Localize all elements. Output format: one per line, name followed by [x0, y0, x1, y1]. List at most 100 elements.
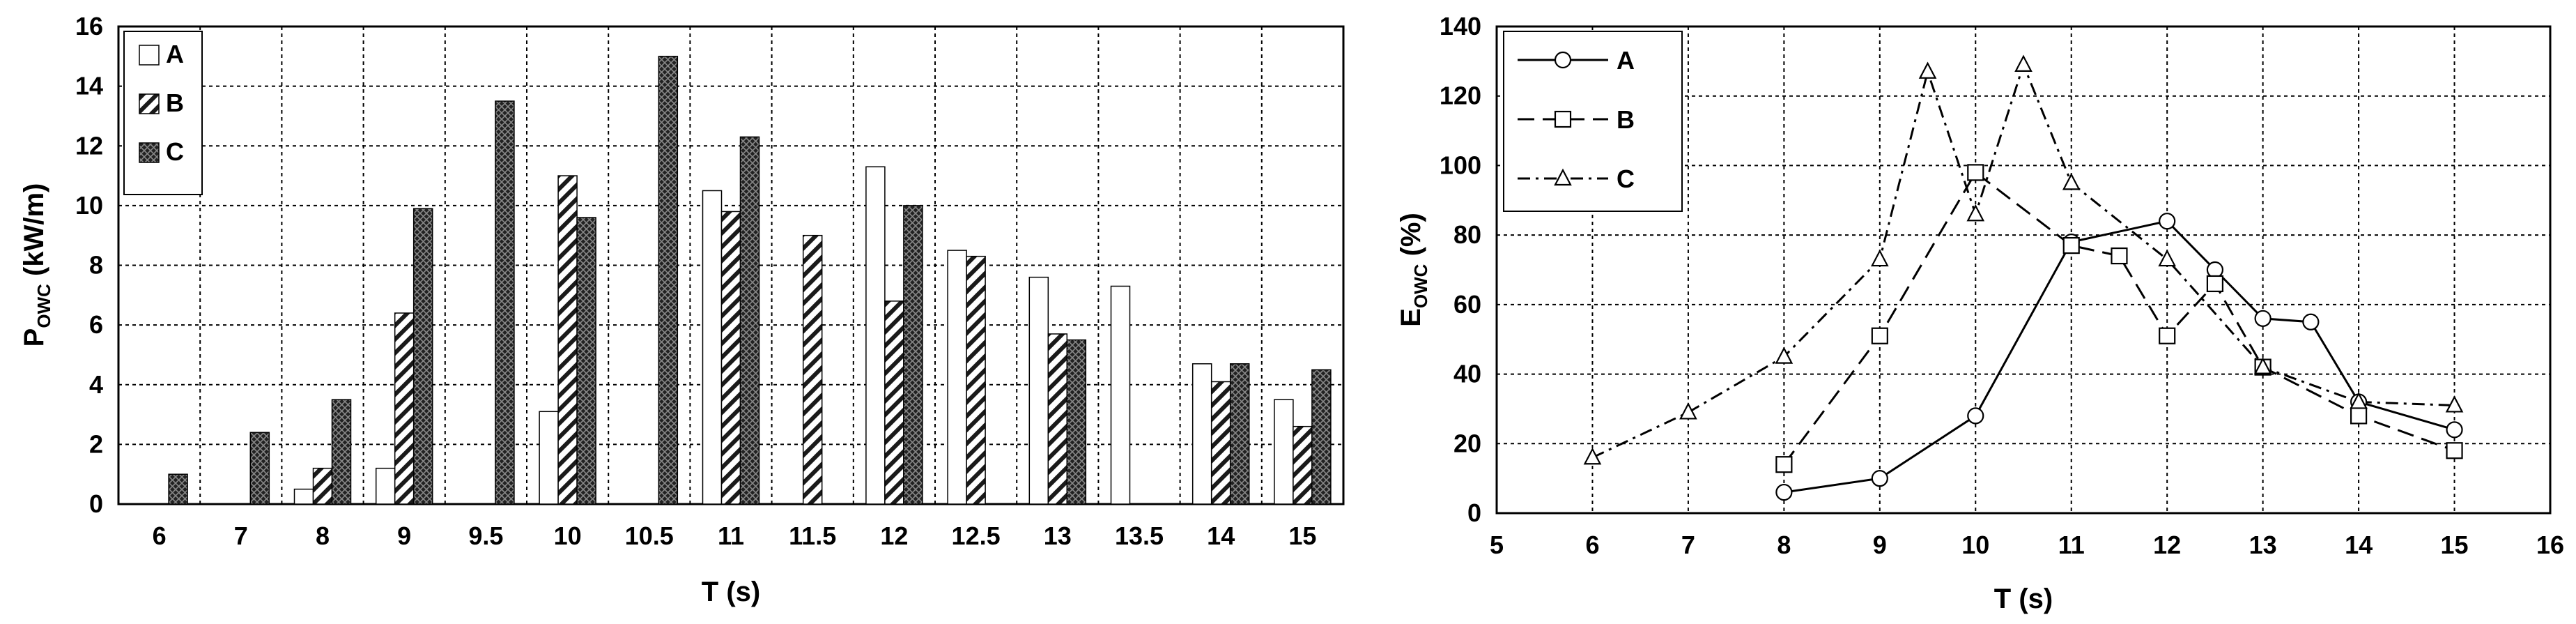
point-c: [1966, 204, 1985, 222]
point-c: [2253, 357, 2272, 374]
bar-y-tick-label: 2: [89, 429, 103, 458]
line-legend-label-b: B: [1617, 105, 1635, 134]
bar-legend-label-a: A: [166, 40, 184, 68]
point-c: [1918, 61, 1937, 79]
bar-c: [576, 217, 596, 505]
bar-legend-swatch-a: [139, 45, 160, 66]
point-c: [2062, 172, 2081, 190]
bar-c: [1311, 369, 1332, 505]
line-x-tick-label: 10: [1961, 531, 1989, 559]
line-y-tick-label: 80: [1453, 220, 1481, 249]
point-a: [1967, 407, 1984, 425]
point-b: [2062, 237, 2080, 254]
line-y-axis-label: EOWC (%): [1396, 213, 1431, 327]
line-y-ticks: 0 20 40 60 80 100 120 140: [1440, 12, 1481, 527]
line-series: [1583, 54, 2464, 501]
line-y-tick-label: 100: [1440, 151, 1481, 179]
bar-y-ticks: 0 2 4 6 8 10 12 14 16: [75, 12, 103, 518]
point-c: [2158, 249, 2176, 267]
line-x-tick-label: 14: [2345, 531, 2373, 559]
bar-y-tick-label: 8: [89, 251, 103, 280]
line-y-tick-label: 120: [1440, 82, 1481, 110]
bar-y-tick-label: 16: [75, 12, 103, 40]
line-y-tick-label: 60: [1453, 290, 1481, 319]
bar-y-label-unit: (kW/m): [19, 183, 49, 284]
line-x-tick-label: 11: [2058, 531, 2085, 559]
bar-bars: [168, 56, 1332, 505]
bar-x-tick-label: 11.5: [789, 522, 836, 550]
point-a: [2206, 261, 2224, 279]
point-b: [2159, 327, 2176, 344]
line-legend-box: [1503, 31, 1683, 212]
bar-a: [865, 166, 886, 505]
bar-legend-label-c: C: [166, 137, 184, 166]
point-a: [2159, 213, 2176, 230]
bar-y-tick-label: 0: [89, 489, 103, 518]
point-a: [2254, 310, 2272, 327]
line-y-label-sub: OWC: [1410, 264, 1431, 308]
point-a: [2302, 313, 2320, 330]
bar-b: [1293, 425, 1313, 505]
line-legend-marker-a: [1554, 51, 1572, 69]
series-line-b: [1783, 171, 2455, 466]
point-c: [1679, 402, 1697, 420]
line-x-tick-label: 5: [1490, 531, 1504, 559]
point-c: [1871, 249, 1889, 267]
line-y-tick-label: 40: [1453, 360, 1481, 388]
bar-b: [802, 234, 823, 505]
bar-x-tick-label: 9.5: [468, 522, 503, 550]
bar-a: [293, 488, 314, 505]
line-x-tick-label: 7: [1681, 531, 1695, 559]
bar-x-tick-label: 15: [1288, 522, 1316, 550]
bar-y-tick-label: 10: [75, 191, 103, 220]
point-b: [2111, 247, 2128, 265]
bar-x-tick-label: 7: [234, 522, 248, 550]
bar-y-tick-label: 4: [89, 370, 103, 399]
bar-x-tick-label: 10: [554, 522, 582, 550]
line-y-tick-label: 0: [1467, 499, 1481, 527]
bar-y-label-main: P: [19, 328, 49, 347]
bar-y-label-sub: OWC: [33, 284, 54, 328]
bar-x-tick-label: 6: [153, 522, 167, 550]
point-c: [1583, 447, 1602, 465]
bar-c: [739, 136, 760, 505]
line-x-tick-label: 8: [1777, 531, 1791, 559]
line-chart: 0 20 40 60 80 100 120 140 5 6 7 8 9 10 11 12 13 14 15 16 T…: [1396, 12, 2564, 614]
bar-x-tick-label: 13.5: [1115, 522, 1164, 550]
point-a: [1775, 483, 1793, 501]
line-y-label-unit: (%): [1396, 213, 1426, 264]
point-a: [1871, 470, 1888, 487]
bar-c: [495, 100, 515, 505]
line-y-label-main: E: [1396, 308, 1426, 327]
bar-c: [249, 432, 270, 505]
bar-c: [658, 56, 679, 505]
bar-c: [331, 399, 352, 505]
bar-legend-swatch-b: [139, 93, 160, 114]
bar-legend-label-b: B: [166, 89, 184, 117]
point-b: [2446, 442, 2463, 459]
point-c: [2014, 54, 2033, 72]
line-x-tick-label: 13: [2249, 531, 2277, 559]
bar-a: [375, 467, 396, 505]
bar-b: [312, 467, 333, 505]
point-c: [2445, 395, 2464, 413]
line-x-axis-label: T (s): [1994, 584, 2053, 614]
bar-a: [1028, 276, 1049, 505]
line-x-tick-label: 16: [2536, 531, 2564, 559]
bar-b: [966, 255, 986, 505]
bar-b: [1047, 333, 1068, 505]
point-a: [2446, 421, 2463, 439]
bar-a: [1274, 399, 1294, 505]
bar-y-tick-label: 12: [75, 131, 103, 160]
bar-x-tick-label: 13: [1044, 522, 1072, 550]
line-y-tick-label: 140: [1440, 12, 1481, 40]
point-b: [1871, 327, 1888, 344]
bar-x-tick-label: 8: [316, 522, 330, 550]
bar-x-tick-label: 14: [1207, 522, 1235, 550]
bar-c: [1229, 363, 1250, 505]
bar-y-tick-label: 6: [89, 310, 103, 339]
bar-a: [702, 190, 723, 505]
bar-x-tick-label: 12: [880, 522, 908, 550]
series-line-c: [1591, 61, 2455, 459]
point-b: [1967, 164, 1984, 181]
